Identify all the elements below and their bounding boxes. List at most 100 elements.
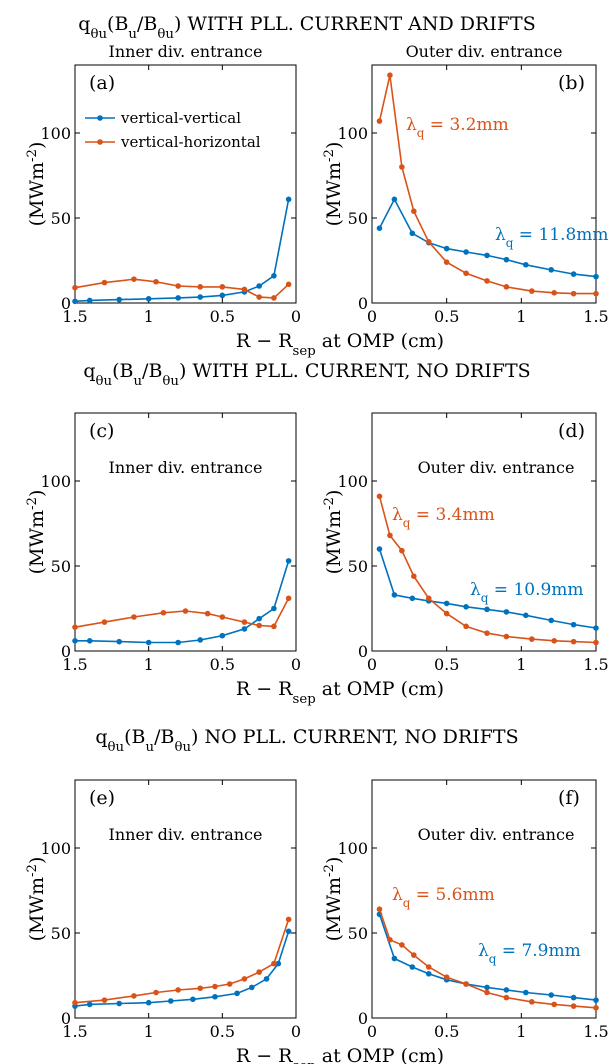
data-point	[101, 997, 108, 1003]
y-tick-label: 50	[348, 557, 368, 576]
plot-frame	[371, 412, 597, 652]
data-point	[275, 960, 282, 967]
row-title: qθu(Bu/Bθu) WITH PLL. CURRENT, NO DRIFTS	[83, 360, 530, 389]
lambda-annotation: λq = 7.9mm	[478, 941, 581, 966]
data-point	[391, 592, 398, 598]
y-tick-label: 100	[337, 124, 368, 143]
data-point	[425, 595, 432, 602]
data-point	[285, 916, 292, 923]
data-point	[197, 637, 204, 643]
row-title: qθu(Bu/Bθu) WITH PLL. CURRENT AND DRIFTS	[78, 13, 535, 42]
panel-letter: (a)	[89, 72, 115, 94]
data-point	[548, 267, 554, 273]
data-point	[219, 632, 226, 639]
series-line	[74, 931, 290, 1007]
series-line	[378, 197, 597, 278]
data-point	[523, 612, 529, 619]
y-tick-label: 0	[358, 294, 368, 313]
data-point	[391, 196, 398, 203]
data-point	[226, 981, 233, 987]
data-point	[548, 992, 554, 998]
legend: vertical-vertical vertical-horizontal	[85, 109, 261, 151]
data-point	[167, 998, 174, 1004]
data-point	[101, 279, 108, 286]
data-point	[523, 261, 529, 268]
data-point	[425, 239, 432, 245]
data-point	[443, 974, 450, 980]
data-point	[528, 636, 535, 642]
data-point	[234, 990, 240, 997]
data-point	[271, 605, 277, 612]
data-point	[219, 292, 226, 299]
data-point	[570, 621, 577, 628]
data-point	[376, 546, 383, 552]
chart-panel-b: 0 0.5 1 1.5 0 50 100(MWm-2) (b) Outer div. entra…	[322, 42, 609, 326]
data-point	[86, 297, 93, 304]
x-tick-label: 1.5	[62, 655, 87, 674]
x-tick-label: 1.5	[583, 307, 608, 326]
chart-panel-a: 1.5 1 0.5 0 0 50 100(MWm-2) (a) Inner div. entra…	[25, 42, 302, 326]
data-point	[160, 609, 167, 616]
x-tick-label: 0.5	[210, 307, 235, 326]
x-axis-label: R − Rsep at OMP (cm)	[236, 678, 444, 707]
series-line	[378, 75, 596, 295]
data-point	[204, 610, 211, 617]
data-point	[197, 294, 204, 300]
legend-label: vertical-horizontal	[120, 133, 261, 151]
plot-frame	[371, 64, 597, 304]
y-tick-label: 100	[337, 472, 368, 491]
series-line	[74, 919, 290, 1004]
data-point	[593, 1005, 599, 1011]
data-point	[463, 249, 469, 255]
data-point	[285, 281, 292, 288]
data-point	[241, 976, 248, 982]
panel-letter: (c)	[89, 420, 114, 442]
data-point	[256, 294, 262, 300]
y-axis-label: (MWm-2)	[25, 142, 49, 227]
data-point	[116, 1000, 122, 1007]
y-tick-label: 0	[61, 294, 71, 313]
panel-letter: (e)	[89, 787, 115, 809]
panel-subtitle: Outer div. entrance	[418, 458, 575, 477]
y-tick-label: 0	[61, 642, 71, 661]
data-point	[391, 955, 398, 962]
data-point	[484, 984, 490, 991]
y-tick-label: 100	[40, 839, 71, 858]
data-point	[570, 638, 577, 645]
data-point	[463, 604, 469, 610]
data-point	[484, 630, 490, 636]
data-point	[411, 952, 417, 958]
y-tick-label: 50	[348, 924, 368, 943]
data-point	[212, 993, 218, 1000]
data-point	[548, 617, 554, 624]
data-point	[503, 609, 510, 615]
panel-subtitle: Outer div. entrance	[406, 42, 563, 61]
y-tick-label: 50	[51, 924, 71, 943]
chart-panel-f: 0 0.5 1 1.5 0 50 100(MWm-2) (f) Outer div. entra…	[322, 779, 609, 1041]
data-point	[131, 993, 137, 999]
x-tick-label: 0	[291, 307, 301, 326]
data-point	[484, 606, 490, 613]
data-point	[175, 295, 181, 301]
series-line	[378, 914, 597, 1001]
panel-subtitle: Inner div. entrance	[109, 42, 263, 61]
chart-panel-c: 1.5 1 0.5 0 0 50 100(MWm-2) (c) Inner div. entra…	[25, 412, 301, 674]
data-point	[387, 937, 393, 943]
data-point	[503, 633, 510, 640]
data-point	[86, 1001, 93, 1008]
data-point	[153, 278, 159, 285]
data-point	[411, 573, 417, 579]
data-point	[399, 164, 405, 170]
y-axis-label: (MWm-2)	[322, 142, 346, 227]
y-axis-label: (MWm-2)	[25, 490, 49, 575]
data-point	[551, 290, 557, 296]
y-axis-label: (MWm-2)	[322, 490, 346, 575]
y-tick-label: 100	[337, 839, 368, 858]
data-point	[484, 989, 490, 996]
data-point	[523, 989, 529, 996]
data-point	[175, 639, 181, 646]
data-point	[153, 989, 159, 996]
data-point	[219, 284, 226, 290]
data-point	[528, 288, 535, 294]
data-point	[72, 638, 78, 644]
